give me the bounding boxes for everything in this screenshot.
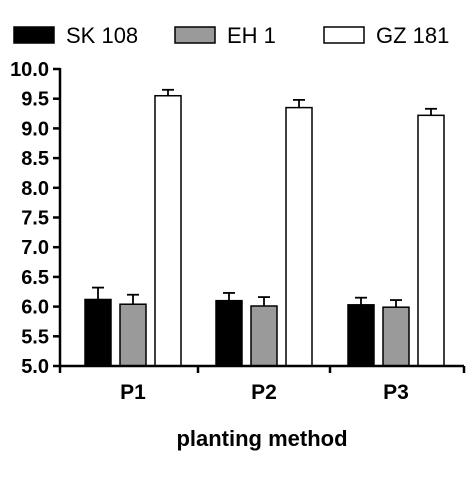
bar-p3-s2 [417,114,445,367]
y-tick-label-3: 6.5 [21,267,49,289]
y-tick-label-9: 9.5 [21,89,49,111]
legend-swatch-0 [13,26,55,44]
y-axis: 5.0 5.5 6.0 6.5 7.0 7.5 8.0 8.5 9.0 9.5 10.0 [10,59,62,378]
y-tick-label-7: 8.5 [21,148,49,170]
y-tick-label-6: 8.0 [21,178,49,200]
bar-p1-s1 [119,303,147,367]
y-tick-label-0: 5.0 [21,356,49,378]
bar-p2-s1 [250,305,278,367]
y-tick-label-10: 10.0 [10,59,49,81]
legend-swatch-2 [323,26,365,44]
bar-p2-s0 [215,299,243,367]
bar-p1-s2 [154,94,182,367]
y-tick-label-2: 6.0 [21,297,49,319]
x-axis-title: planting method [176,426,347,451]
x-tick-label-p3: P3 [383,381,409,404]
legend: SK 108 EH 1 GZ 181 [13,23,449,48]
legend-label-0: SK 108 [66,23,138,48]
x-tick-label-p2: P2 [251,381,277,404]
bar-p3-s1 [382,306,410,367]
legend-label-2: GZ 181 [376,23,449,48]
bar-p3-s0 [347,304,375,367]
bars [84,88,445,367]
y-tick-label-5: 7.5 [21,208,49,230]
legend-swatch-1 [174,26,216,44]
legend-label-1: EH 1 [227,23,276,48]
x-tick-label-p1: P1 [120,381,146,404]
y-tick-label-4: 7.0 [21,237,49,259]
x-axis: P1 P2 P3 [58,364,466,404]
bar-p1-s0 [84,298,112,367]
bar-p2-s2 [285,106,313,367]
y-tick-label-8: 9.0 [21,118,49,140]
y-tick-label-1: 5.5 [21,326,49,348]
